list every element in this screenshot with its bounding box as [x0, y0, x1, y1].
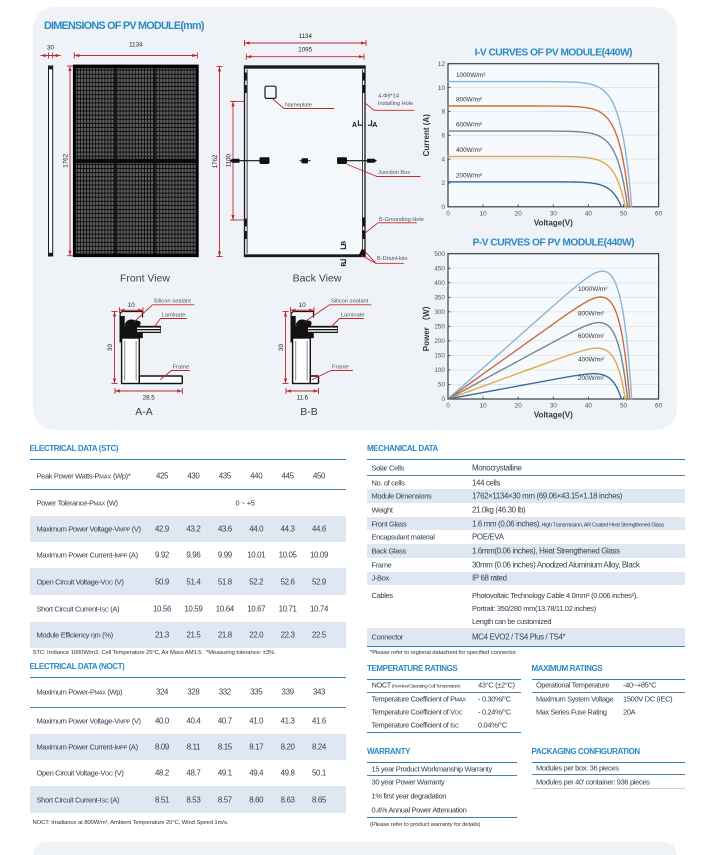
- svg-text:0: 0: [446, 210, 450, 217]
- svg-text:60: 60: [655, 403, 663, 410]
- svg-text:2: 2: [441, 180, 445, 187]
- svg-text:50: 50: [620, 403, 628, 410]
- svg-text:10: 10: [438, 85, 446, 92]
- svg-text:150: 150: [434, 353, 445, 360]
- svg-text:600W/m²: 600W/m²: [578, 333, 604, 340]
- svg-text:A: A: [372, 122, 377, 129]
- svg-text:Frame: Frame: [332, 364, 349, 370]
- svg-text:6: 6: [441, 132, 445, 139]
- svg-text:200W/m²: 200W/m²: [578, 375, 604, 382]
- svg-text:Frame: Frame: [173, 364, 190, 370]
- svg-text:I-V CURVES OF PV MODULE(440W): I-V CURVES OF PV MODULE(440W): [475, 48, 632, 59]
- svg-text:Laminate: Laminate: [341, 312, 365, 318]
- svg-text:30: 30: [278, 344, 285, 351]
- svg-text:Back View: Back View: [293, 273, 342, 285]
- svg-text:B: B: [340, 262, 347, 267]
- svg-text:400W/m²: 400W/m²: [456, 147, 482, 154]
- svg-text:800W/m²: 800W/m²: [456, 97, 482, 104]
- svg-text:400: 400: [434, 280, 445, 287]
- svg-text:30: 30: [550, 403, 558, 410]
- svg-text:Silicon sealant: Silicon sealant: [154, 299, 192, 305]
- svg-text:10: 10: [299, 302, 306, 309]
- svg-text:4-Φ9*14: 4-Φ9*14: [378, 94, 399, 100]
- svg-text:P-V CURVES OF PV MODULE(440W): P-V CURVES OF PV MODULE(440W): [473, 238, 634, 249]
- svg-text:0: 0: [446, 403, 450, 410]
- svg-text:600W/m²: 600W/m²: [456, 122, 482, 129]
- svg-text:300: 300: [434, 309, 445, 316]
- svg-text:100: 100: [434, 367, 445, 374]
- svg-text:12: 12: [438, 61, 446, 68]
- svg-text:10: 10: [128, 302, 135, 309]
- svg-text:250: 250: [434, 324, 445, 331]
- svg-text:800W/m²: 800W/m²: [578, 311, 604, 318]
- svg-text:Installing Hole: Installing Hole: [378, 101, 413, 107]
- svg-text:A-A: A-A: [135, 406, 153, 418]
- svg-text:40: 40: [585, 210, 593, 217]
- svg-text:40: 40: [585, 403, 593, 410]
- svg-text:30: 30: [47, 45, 54, 52]
- svg-text:8: 8: [441, 109, 445, 116]
- svg-text:Silicon sealant: Silicon sealant: [331, 299, 369, 305]
- svg-text:50: 50: [620, 210, 628, 217]
- svg-text:1762: 1762: [212, 154, 219, 168]
- svg-text:Current (A): Current (A): [422, 114, 431, 157]
- svg-text:60: 60: [655, 210, 663, 217]
- svg-text:Voltage(V): Voltage(V): [534, 218, 573, 227]
- svg-text:Power （W）: Power （W）: [421, 301, 431, 351]
- svg-text:1000W/m²: 1000W/m²: [456, 72, 485, 79]
- svg-text:20: 20: [515, 210, 523, 217]
- svg-text:1134: 1134: [129, 42, 143, 49]
- svg-text:1100: 1100: [226, 153, 233, 167]
- svg-text:B-Grounding Hole: B-Grounding Hole: [379, 217, 424, 223]
- svg-text:Voltage(V): Voltage(V): [534, 411, 573, 420]
- svg-text:Nameplate: Nameplate: [285, 103, 312, 109]
- svg-text:1134: 1134: [299, 33, 313, 40]
- svg-text:500: 500: [434, 251, 445, 258]
- svg-text:1762: 1762: [63, 153, 70, 167]
- svg-text:450: 450: [434, 265, 445, 272]
- svg-text:Front View: Front View: [120, 273, 170, 285]
- svg-text:30: 30: [550, 210, 558, 217]
- svg-text:10: 10: [480, 403, 488, 410]
- svg-text:10: 10: [480, 210, 488, 217]
- svg-text:0: 0: [441, 396, 445, 403]
- svg-text:200: 200: [434, 338, 445, 345]
- svg-text:1000W/m²: 1000W/m²: [578, 286, 607, 293]
- svg-text:A: A: [352, 122, 357, 129]
- svg-text:20: 20: [515, 403, 523, 410]
- svg-text:50: 50: [438, 382, 446, 389]
- svg-text:30: 30: [107, 344, 114, 351]
- svg-text:B-DrainHole: B-DrainHole: [377, 256, 407, 262]
- svg-text:1095: 1095: [298, 46, 312, 53]
- svg-text:11.6: 11.6: [296, 395, 308, 402]
- svg-text:28.5: 28.5: [143, 395, 156, 402]
- svg-text:400W/m²: 400W/m²: [578, 357, 604, 364]
- svg-text:B: B: [340, 241, 347, 246]
- svg-text:Laminate: Laminate: [162, 312, 186, 318]
- svg-text:Junction Box: Junction Box: [378, 170, 410, 176]
- svg-text:350: 350: [434, 294, 445, 301]
- svg-text:4: 4: [441, 156, 445, 163]
- svg-text:B-B: B-B: [300, 406, 318, 418]
- svg-text:200W/m²: 200W/m²: [456, 172, 482, 179]
- svg-text:0: 0: [441, 204, 445, 211]
